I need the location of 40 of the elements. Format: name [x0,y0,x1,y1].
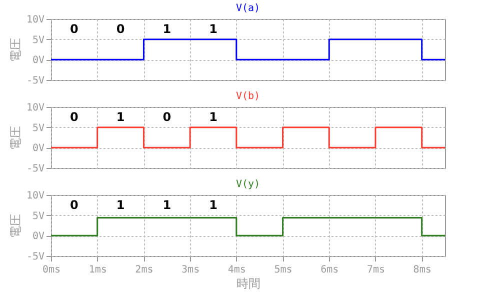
annotation: 0 [116,22,125,36]
x-tick-label: 2ms [135,264,154,276]
y-tick-label: 5V [32,122,44,134]
annotation: 0 [70,198,78,212]
annotation: 1 [209,198,218,212]
annotation: 0 [70,110,78,124]
y-tick-label: -5V [26,164,44,174]
y-tick-label: 0V [32,55,44,66]
y-axis-title: 電圧 [8,214,22,238]
y-tick-label: 10V [26,102,44,114]
y-tick-label: 0V [32,231,44,242]
y-tick-label: 5V [32,210,44,222]
x-axis-title: 時間 [236,276,260,290]
annotation: 0 [162,110,172,124]
y-tick-label: 10V [26,14,44,26]
annotation: 1 [209,110,218,124]
annotation: 1 [162,198,172,212]
x-tick-label: 0ms [42,264,61,276]
y-tick-label: 0V [32,143,44,154]
annotation: 1 [116,198,125,212]
y-tick-label: -5V [26,76,44,86]
annotation: 1 [162,22,172,36]
text: V(y) [236,179,260,190]
annotation: 0 [70,22,78,36]
text: V(b) [236,91,260,102]
y-tick-label: 10V [26,190,44,202]
y-tick-label: 5V [32,34,44,46]
x-tick-label: 3ms [182,264,200,276]
y-axis-title: 電圧 [8,126,22,150]
annotation: 1 [209,22,218,36]
annotation: 1 [116,110,125,124]
x-tick-label: 8ms [413,264,432,276]
x-tick-label: 1ms [88,264,107,276]
x-tick-label: 5ms [274,264,292,276]
text: V(a) [236,3,260,14]
y-axis-title: 電圧 [8,38,22,62]
x-tick-label: 7ms [366,264,385,276]
y-tick-label: -5V [26,252,44,262]
x-tick-label: 6ms [320,264,339,276]
x-tick-label: 4ms [228,264,246,276]
